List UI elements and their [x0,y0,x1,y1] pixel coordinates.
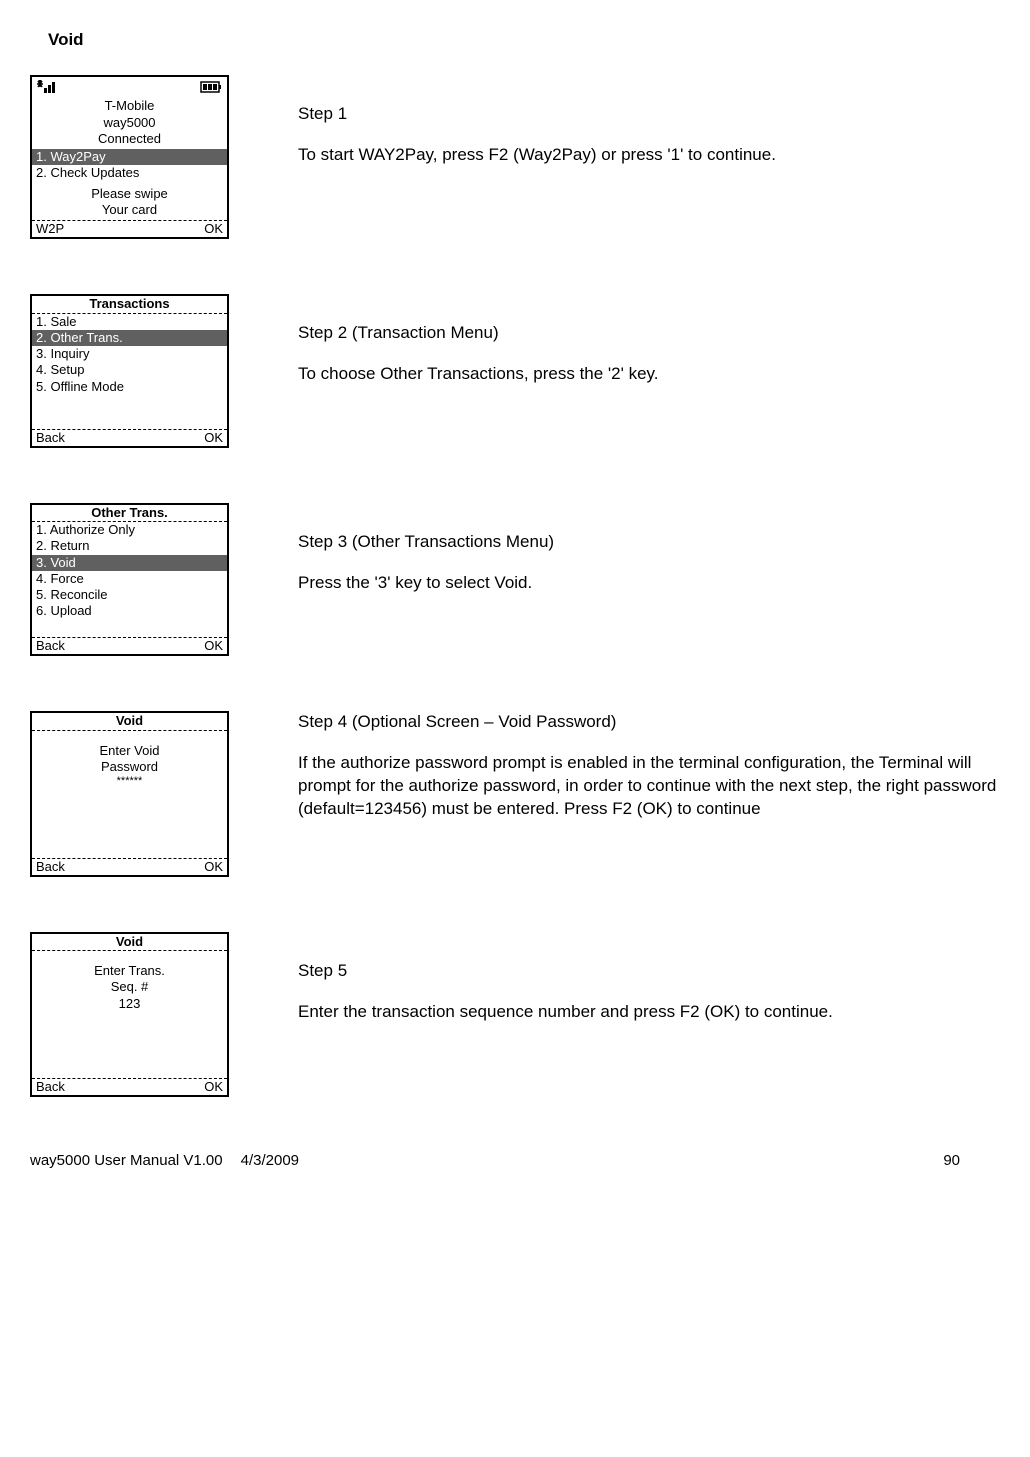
softkey-left[interactable]: Back [36,638,65,654]
swipe-line: Your card [36,202,223,218]
step2-screen: Transactions 1. Sale 2. Other Trans. 3. … [30,294,229,448]
page-title: Void [48,30,1010,50]
softkey-right[interactable]: OK [204,430,223,446]
prompt-line: Seq. # [32,979,227,995]
menu-item-way2pay[interactable]: 1. Way2Pay [32,149,227,165]
menu-item-setup[interactable]: 4. Setup [32,362,227,378]
carrier-line: T-Mobile [36,98,223,114]
prompt-line: Enter Void [32,743,227,759]
step4-row: Void Enter Void Password ****** Back OK … [30,711,1010,877]
step3-row: Other Trans. 1. Authorize Only 2. Return… [30,503,1010,657]
menu-item-force[interactable]: 4. Force [32,571,227,587]
softkey-right[interactable]: OK [204,859,223,875]
carrier-line: way5000 [36,115,223,131]
step5-body: Enter the transaction sequence number an… [298,1001,1010,1024]
softkey-right[interactable]: OK [204,221,223,237]
menu-item-authorize[interactable]: 1. Authorize Only [32,522,227,538]
step3-screen: Other Trans. 1. Authorize Only 2. Return… [30,503,229,657]
step3-heading: Step 3 (Other Transactions Menu) [298,531,1010,554]
menu-item-check-updates[interactable]: 2. Check Updates [32,165,227,181]
prompt-line: Enter Trans. [32,963,227,979]
menu-item-sale[interactable]: 1. Sale [32,314,227,330]
menu-item-reconcile[interactable]: 5. Reconcile [32,587,227,603]
password-value: ****** [32,775,227,789]
softkey-left[interactable]: Back [36,1079,65,1095]
seq-value: 123 [32,996,227,1012]
battery-icon [200,81,222,97]
step4-screen: Void Enter Void Password ****** Back OK [30,711,229,877]
softkey-right[interactable]: OK [204,638,223,654]
step2-heading: Step 2 (Transaction Menu) [298,322,1010,345]
step3-body: Press the '3' key to select Void. [298,572,1010,595]
page-footer: way5000 User Manual V1.00 4/3/2009 90 [30,1152,1010,1169]
menu-item-offline[interactable]: 5. Offline Mode [32,379,227,395]
step1-row: T-Mobile way5000 Connected 1. Way2Pay 2.… [30,75,1010,239]
footer-doc: way5000 User Manual V1.00 [30,1152,223,1169]
prompt-line: Password [32,759,227,775]
step5-screen: Void Enter Trans. Seq. # 123 Back OK [30,932,229,1098]
screen-title: Transactions [32,296,227,313]
signal-icon [37,80,59,97]
menu-item-return[interactable]: 2. Return [32,538,227,554]
step4-heading: Step 4 (Optional Screen – Void Password) [298,711,1010,734]
softkey-left[interactable]: W2P [36,221,64,237]
step2-row: Transactions 1. Sale 2. Other Trans. 3. … [30,294,1010,448]
step5-heading: Step 5 [298,960,1010,983]
footer-page: 90 [943,1152,960,1169]
screen-title: Void [32,713,227,730]
screen-title: Other Trans. [32,505,227,522]
menu-item-inquiry[interactable]: 3. Inquiry [32,346,227,362]
step1-screen: T-Mobile way5000 Connected 1. Way2Pay 2.… [30,75,229,239]
step2-body: To choose Other Transactions, press the … [298,363,1010,386]
screen-title: Void [32,934,227,951]
softkey-right[interactable]: OK [204,1079,223,1095]
menu-item-upload[interactable]: 6. Upload [32,603,227,619]
step1-body: To start WAY2Pay, press F2 (Way2Pay) or … [298,144,1010,167]
swipe-line: Please swipe [36,186,223,202]
step5-row: Void Enter Trans. Seq. # 123 Back OK Ste… [30,932,1010,1098]
softkey-left[interactable]: Back [36,430,65,446]
softkey-left[interactable]: Back [36,859,65,875]
step1-heading: Step 1 [298,103,1010,126]
footer-date: 4/3/2009 [241,1152,299,1169]
menu-item-other-trans[interactable]: 2. Other Trans. [32,330,227,346]
carrier-line: Connected [36,131,223,147]
step4-body: If the authorize password prompt is enab… [298,752,1010,821]
menu-item-void[interactable]: 3. Void [32,555,227,571]
